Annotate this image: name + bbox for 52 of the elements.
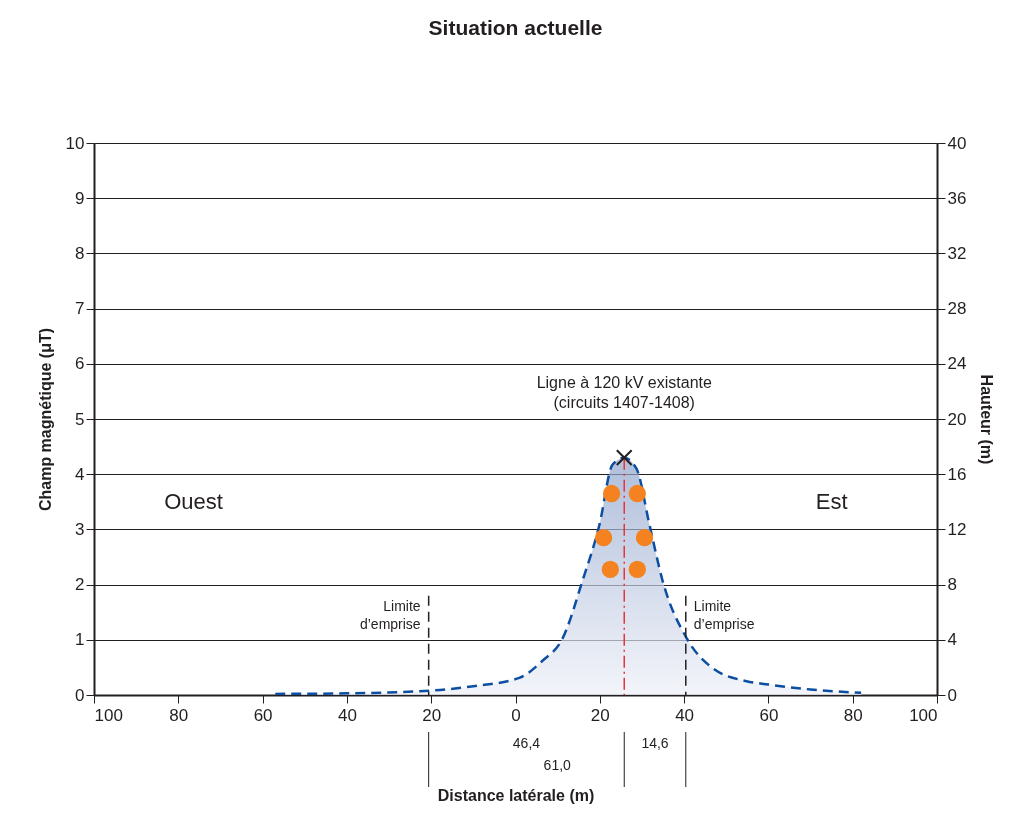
- x-tick-label: 40: [675, 705, 695, 725]
- y2-tick-label: 20: [947, 409, 967, 429]
- x-axis-title: Distance latérale (m): [437, 786, 595, 804]
- annotation: Limite d’emprise: [359, 597, 421, 632]
- point: [635, 529, 654, 547]
- annotation: Ouest: [164, 488, 223, 514]
- y2-tick-label: 12: [947, 519, 967, 539]
- x-tick-label: 40: [337, 705, 357, 725]
- y2-tick-label: 32: [947, 243, 967, 263]
- annotation: Est: [815, 488, 848, 514]
- x-tick-label: 80: [169, 705, 189, 725]
- point: [594, 529, 613, 547]
- y-tick-label: 8: [75, 243, 85, 263]
- y-tick-label: 9: [75, 188, 85, 208]
- x-tick-label: 80: [843, 705, 863, 725]
- y-axis-title: Champ magnétique (μT): [36, 327, 54, 512]
- point: [602, 484, 621, 503]
- x-tick-label: 0: [511, 705, 521, 725]
- y2-axis-title: Hauteur (m): [978, 374, 996, 465]
- text: 46,4: [512, 735, 541, 751]
- x-tick-label: 100: [909, 705, 938, 725]
- y-tick-label: 5: [75, 409, 85, 429]
- y2-tick-label: 4: [947, 630, 957, 650]
- y-tick-label: 6: [75, 354, 85, 374]
- chart-title: Situation actuelle: [428, 16, 603, 39]
- annotation: Limite d’emprise: [693, 597, 755, 632]
- x-tick-label: 60: [253, 705, 273, 725]
- y-tick-label: 3: [75, 519, 85, 539]
- x-tick-label: 20: [590, 705, 610, 725]
- y-tick-label: 2: [75, 575, 85, 595]
- text: 14,6: [641, 735, 669, 751]
- x-tick-label: 60: [759, 705, 779, 725]
- text: 61,0: [543, 757, 572, 773]
- point: [628, 484, 646, 503]
- y2-tick-label: 28: [947, 299, 967, 319]
- point: [601, 560, 619, 579]
- y2-tick-label: 24: [947, 354, 967, 374]
- y2-tick-label: 40: [947, 133, 967, 153]
- point: [628, 560, 646, 579]
- annotation: Ligne à 120 kV existante (circuits 1407-1408): [536, 374, 712, 412]
- y-tick-label: 10: [65, 133, 85, 153]
- y2-tick-label: 36: [947, 188, 967, 208]
- x-tick-label: 100: [94, 705, 123, 725]
- y2-tick-label: 8: [947, 575, 957, 595]
- y2-tick-label: 16: [947, 464, 967, 484]
- y-tick-label: 7: [75, 299, 85, 319]
- y-tick-label: 4: [75, 464, 85, 484]
- y-tick-label: 1: [75, 630, 85, 650]
- x-tick-label: 20: [422, 705, 442, 725]
- y-tick-label: 0: [75, 685, 85, 705]
- y2-tick-label: 0: [947, 685, 957, 705]
- point: [615, 449, 633, 467]
